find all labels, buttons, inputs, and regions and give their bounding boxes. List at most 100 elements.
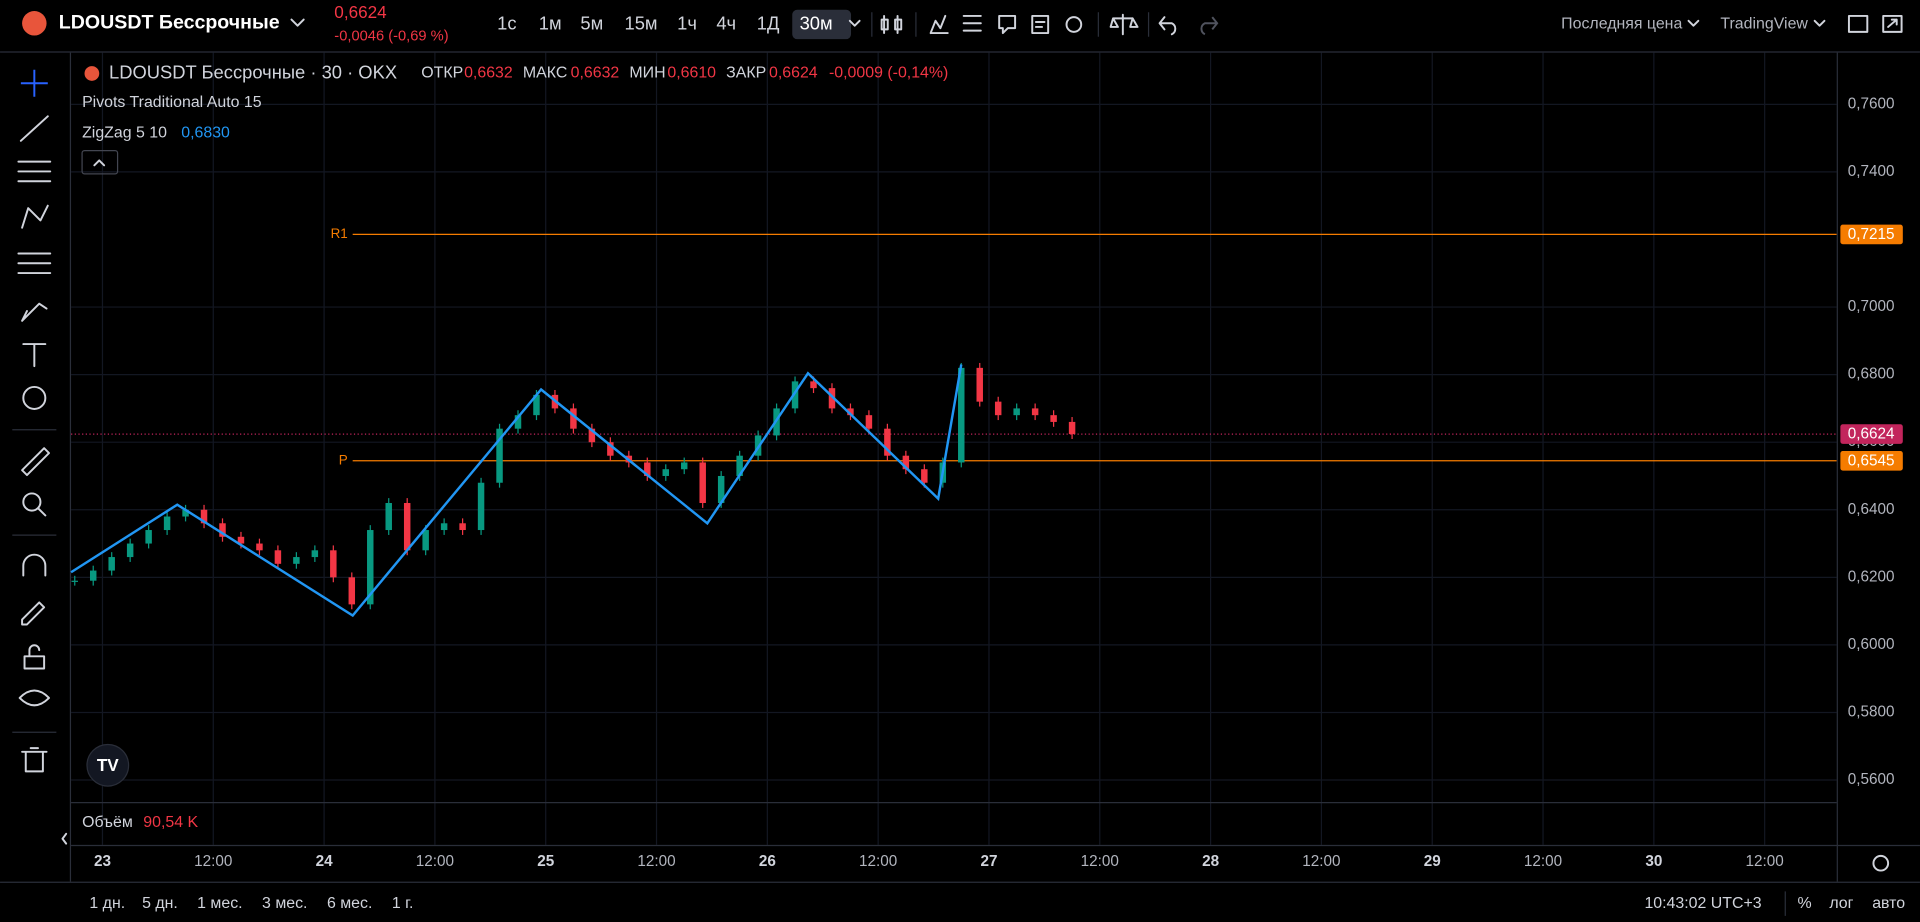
forecast-tool[interactable] bbox=[17, 252, 52, 275]
y-tick-label: 0,7600 bbox=[1848, 95, 1895, 112]
candle-body bbox=[385, 503, 392, 531]
candle-body bbox=[311, 550, 319, 558]
range-button[interactable]: 3 мес. bbox=[262, 895, 307, 912]
x-tick-label: 12:00 bbox=[194, 853, 232, 870]
close-value: 0,6624 bbox=[769, 65, 818, 82]
high-label: МАКС bbox=[523, 65, 567, 82]
interval-button[interactable]: 1Д bbox=[757, 12, 780, 33]
candle-body bbox=[644, 462, 651, 476]
hide-tool[interactable] bbox=[18, 689, 50, 707]
x-tick-label: 12:00 bbox=[1081, 853, 1119, 870]
templates-button[interactable] bbox=[962, 14, 982, 32]
axis-settings[interactable] bbox=[1872, 854, 1890, 872]
x-tick-label: 23 bbox=[94, 853, 111, 870]
symbol[interactable]: LDOUSDT Бессрочные bbox=[59, 11, 280, 33]
log-toggle[interactable]: лог bbox=[1829, 895, 1853, 912]
range-button[interactable]: 6 мес. bbox=[327, 895, 372, 912]
legend: LDOUSDT Бессрочные · 30 · OKX ОТКР 0,663… bbox=[81, 61, 948, 175]
interval-button[interactable]: 15м bbox=[625, 12, 658, 33]
percent-toggle[interactable]: % bbox=[1798, 895, 1812, 912]
volume-value: 90,54 K bbox=[143, 814, 198, 831]
price-type[interactable]: Последняя цена bbox=[1561, 16, 1682, 33]
interval-button[interactable]: 4ч bbox=[716, 12, 736, 33]
crosshair-tool[interactable] bbox=[20, 69, 48, 97]
interval-dropdown[interactable] bbox=[848, 19, 861, 27]
brush-tool[interactable] bbox=[21, 302, 48, 322]
interval-button[interactable]: 1м bbox=[539, 12, 562, 33]
lock-tool[interactable] bbox=[23, 644, 46, 670]
redo-button[interactable] bbox=[1200, 16, 1219, 36]
alert-button[interactable] bbox=[998, 14, 1017, 35]
tv-logo[interactable] bbox=[86, 743, 130, 787]
x-tick-label: 12:00 bbox=[416, 853, 454, 870]
interval-button[interactable]: 1с bbox=[497, 12, 516, 33]
candle-body bbox=[163, 516, 171, 531]
zigzag-line bbox=[70, 364, 963, 618]
auto-toggle[interactable]: авто bbox=[1872, 895, 1905, 912]
emoji-tool[interactable] bbox=[22, 385, 47, 410]
trend-line-tool[interactable] bbox=[19, 115, 49, 142]
price-label: 0,7215 bbox=[1848, 226, 1895, 243]
candle-body bbox=[1031, 408, 1039, 416]
candle-body bbox=[865, 415, 873, 429]
legend-logo bbox=[84, 66, 100, 81]
candle-body bbox=[791, 381, 799, 409]
draw-lock-tool[interactable] bbox=[21, 601, 46, 626]
y-tick-label: 0,6800 bbox=[1848, 366, 1895, 383]
undo-button[interactable] bbox=[1158, 16, 1177, 36]
replay-button[interactable] bbox=[1031, 14, 1050, 35]
interval-button[interactable]: 30м bbox=[800, 12, 833, 33]
chart-type-button[interactable] bbox=[880, 14, 903, 35]
candle-body bbox=[200, 509, 208, 524]
candle-body bbox=[588, 428, 596, 443]
pattern-tool[interactable] bbox=[21, 204, 49, 229]
delete-tool[interactable] bbox=[21, 747, 48, 773]
compare-button[interactable] bbox=[1109, 13, 1139, 36]
zigzag-indicator[interactable]: ZigZag 5 10 bbox=[82, 125, 167, 142]
brand[interactable]: TradingView bbox=[1720, 16, 1808, 33]
x-tick-label: 29 bbox=[1424, 853, 1441, 870]
range-button[interactable]: 5 дн. bbox=[142, 895, 178, 912]
magnet-tool[interactable] bbox=[22, 553, 47, 577]
settings-button[interactable] bbox=[1065, 16, 1083, 33]
candle-body bbox=[884, 428, 891, 456]
candle-body bbox=[477, 482, 485, 531]
collapse-button[interactable] bbox=[61, 832, 68, 845]
y-tick-label: 0,6000 bbox=[1848, 636, 1895, 653]
layout-button[interactable] bbox=[1847, 14, 1869, 33]
price-type-dropdown[interactable] bbox=[1687, 19, 1700, 27]
candle-body bbox=[699, 462, 706, 504]
candle-body bbox=[219, 523, 226, 537]
candle-body bbox=[810, 381, 817, 389]
interval-button[interactable]: 5м bbox=[580, 12, 603, 33]
candle-body bbox=[330, 550, 337, 578]
candle-body bbox=[717, 475, 725, 504]
brand-dropdown[interactable] bbox=[1813, 19, 1826, 27]
symbol-logo bbox=[22, 11, 47, 36]
legend-collapse[interactable] bbox=[81, 149, 119, 175]
zoom-tool[interactable] bbox=[22, 492, 42, 512]
candle-body bbox=[274, 550, 282, 564]
candle-body bbox=[994, 401, 1002, 416]
pivots-indicator[interactable]: Pivots Traditional Auto 15 bbox=[82, 94, 262, 111]
interval-button[interactable]: 1ч bbox=[677, 12, 697, 33]
range-button[interactable]: 1 дн. bbox=[89, 895, 125, 912]
text-tool[interactable] bbox=[22, 343, 47, 368]
symbol-dropdown[interactable] bbox=[290, 18, 305, 27]
fib-tool[interactable] bbox=[17, 160, 52, 183]
candle-body bbox=[1068, 421, 1076, 435]
indicators-button[interactable] bbox=[929, 14, 949, 35]
fullscreen-button[interactable] bbox=[1882, 14, 1903, 33]
range-button[interactable]: 1 мес. bbox=[197, 895, 242, 912]
active-interval-bg bbox=[792, 9, 852, 40]
low-value: 0,6610 bbox=[667, 65, 716, 82]
range-button[interactable]: 1 г. bbox=[392, 895, 414, 912]
x-tick-label: 12:00 bbox=[1302, 853, 1340, 870]
header-price: 0,6624 bbox=[334, 2, 387, 22]
ruler-tool[interactable] bbox=[21, 447, 50, 477]
x-tick-label: 27 bbox=[980, 853, 997, 870]
y-tick-label: 0,6200 bbox=[1848, 568, 1895, 585]
candle-body bbox=[367, 530, 374, 605]
x-tick-label: 26 bbox=[759, 853, 776, 870]
top-toolbar: LDOUSDT Бессрочные 0,6624 -0,0046 (-0,69… bbox=[22, 2, 1903, 45]
